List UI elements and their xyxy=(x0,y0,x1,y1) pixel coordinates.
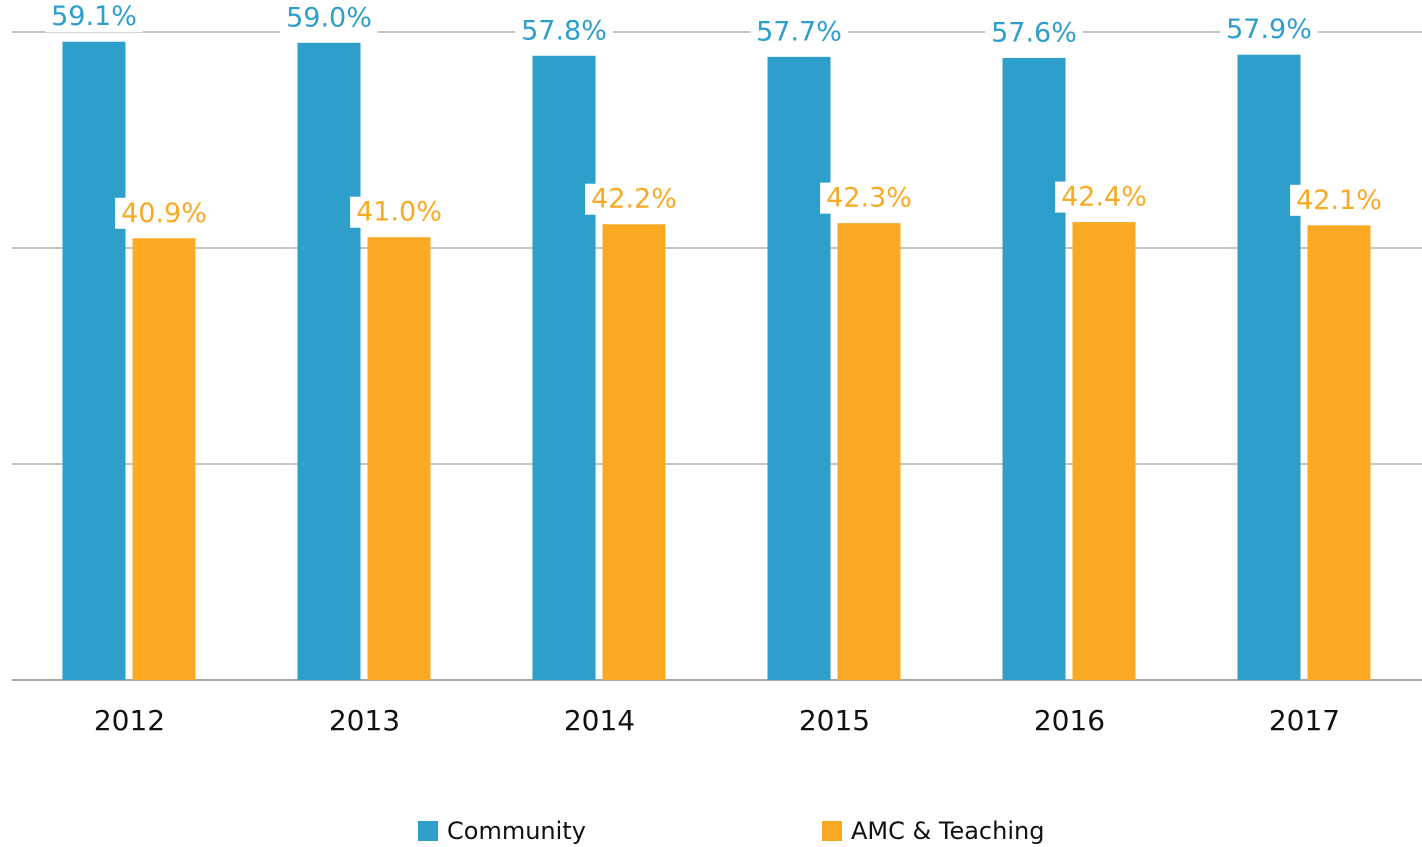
data-label-bg xyxy=(1055,181,1153,213)
data-label-bg xyxy=(820,182,918,214)
x-tick-label: 2016 xyxy=(1034,704,1105,737)
data-label: 59.0% xyxy=(286,2,372,33)
bar xyxy=(837,223,901,680)
data-label: 42.3% xyxy=(826,183,912,214)
data-label: 42.4% xyxy=(1061,182,1147,213)
data-label: 57.7% xyxy=(756,16,842,47)
data-label-bg xyxy=(280,2,378,34)
data-label-bg xyxy=(1220,14,1318,46)
x-tick-label: 2015 xyxy=(799,704,870,737)
x-tick-label: 2012 xyxy=(94,704,165,737)
legend-label: AMC & Teaching xyxy=(851,817,1044,845)
bar xyxy=(297,42,361,681)
data-label: 57.8% xyxy=(521,15,607,46)
data-label: 41.0% xyxy=(356,197,442,228)
bar xyxy=(1237,54,1301,681)
x-tick-label: 2013 xyxy=(329,704,400,737)
x-tick-label: 2017 xyxy=(1269,704,1340,737)
data-label: 57.9% xyxy=(1226,14,1312,45)
bar xyxy=(1002,57,1066,681)
legend-swatch xyxy=(822,821,842,841)
bar xyxy=(602,224,666,681)
data-label: 42.2% xyxy=(591,184,677,215)
data-label-bg xyxy=(115,197,213,229)
bar xyxy=(367,237,431,680)
x-tick-label: 2014 xyxy=(564,704,635,737)
bar xyxy=(1072,222,1136,680)
data-label-bg xyxy=(515,15,613,47)
data-label-bg xyxy=(585,183,683,215)
bar xyxy=(62,41,126,681)
data-label-bg xyxy=(1290,184,1388,216)
data-label-bg xyxy=(750,16,848,48)
bar xyxy=(532,55,596,680)
data-label-bg xyxy=(350,196,448,228)
bar xyxy=(132,238,196,680)
data-label: 59.1% xyxy=(51,1,137,32)
data-label: 40.9% xyxy=(121,198,207,229)
legend-swatch xyxy=(418,821,438,841)
legend-label: Community xyxy=(447,817,586,845)
data-label: 57.6% xyxy=(991,17,1077,48)
bar xyxy=(767,56,831,680)
data-label-bg xyxy=(45,1,143,33)
data-label-bg xyxy=(985,17,1083,49)
data-label: 42.1% xyxy=(1296,185,1382,216)
bar xyxy=(1307,225,1371,680)
